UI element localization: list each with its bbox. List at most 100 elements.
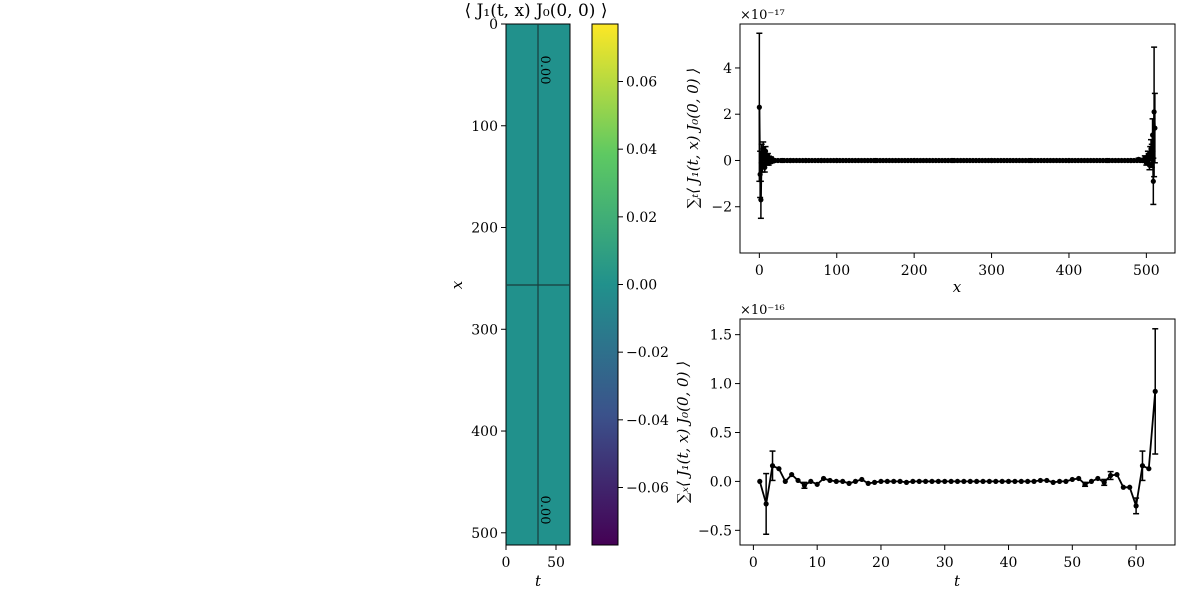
data-point <box>1005 478 1012 485</box>
heatmap-y-tick-label: 400 <box>471 424 498 440</box>
colorbar-tick-label: 0.00 <box>626 278 657 294</box>
data-point <box>1107 472 1114 479</box>
data-point <box>1101 479 1107 485</box>
data-point <box>795 477 801 484</box>
data-point <box>808 478 814 485</box>
heatmap-title: ⟨ J₁(t, x) J₀(0, 0) ⟩ <box>465 1 608 21</box>
data-point <box>763 501 769 507</box>
data-point <box>859 476 865 483</box>
data-point <box>916 478 922 485</box>
data-point <box>852 478 859 485</box>
data-point <box>1152 388 1158 394</box>
colorbar-tick-label: 0.06 <box>626 75 657 91</box>
sum-t-x-label: x <box>953 278 962 296</box>
data-point <box>986 478 992 485</box>
data-point <box>1044 477 1050 484</box>
heatmap-y-tick-label: 0 <box>489 17 498 33</box>
data-point <box>814 481 820 487</box>
data-point <box>1143 157 1149 164</box>
data-point <box>1139 463 1146 469</box>
data-point <box>1069 476 1075 483</box>
heatmap-y-label: x <box>448 280 466 289</box>
data-point <box>769 463 776 469</box>
data-point <box>923 478 929 485</box>
data-point <box>1050 479 1056 485</box>
y-tick-label: 1.5 <box>710 328 732 344</box>
data-point <box>1120 484 1126 490</box>
sum-x-panel: ×10⁻¹⁶ 0 10 20 30 40 50 60 −0.5 0.0 0.5 1.0 1.5 ∑ₓ⟨… <box>674 303 1176 590</box>
data-point <box>1088 478 1095 485</box>
data-point <box>891 478 897 485</box>
x-tick-label: 10 <box>808 555 826 571</box>
data-point <box>974 478 980 485</box>
colorbar: −0.06 −0.04 −0.02 0.00 0.02 0.04 0.06 <box>591 23 669 546</box>
sum-t-ticks: 0 100 200 300 400 500 −2 0 2 4 <box>711 61 1159 279</box>
data-point <box>1114 471 1120 478</box>
x-tick-label: 30 <box>936 555 954 571</box>
data-point <box>757 171 763 177</box>
sum-x-y-label: ∑ₓ⟨ J₁(t, x) J₀(0, 0) ⟩ <box>674 361 692 503</box>
sum-x-offset-label: ×10⁻¹⁶ <box>740 303 785 318</box>
data-point <box>756 104 762 110</box>
data-point <box>827 477 833 484</box>
data-point <box>948 478 954 485</box>
data-point <box>1146 162 1153 168</box>
y-tick-label: −2 <box>711 200 732 216</box>
data-point <box>1012 478 1018 485</box>
data-point <box>929 478 935 485</box>
data-point <box>1148 146 1154 152</box>
colorbar-gradient <box>591 23 619 546</box>
colorbar-tick-label: −0.06 <box>626 480 669 496</box>
data-point <box>1127 484 1133 490</box>
data-point <box>833 478 839 485</box>
heatmap-y-tick-label: 200 <box>471 221 498 237</box>
data-point <box>1152 125 1158 131</box>
data-point <box>897 478 903 485</box>
colorbar-tick-label: −0.02 <box>626 345 669 361</box>
data-point <box>865 480 871 486</box>
y-tick-label: 4 <box>723 61 732 77</box>
y-tick-label: 0.0 <box>710 474 732 490</box>
data-point <box>1025 478 1031 485</box>
data-point <box>1150 178 1156 184</box>
data-point <box>789 471 795 478</box>
heatmap-y-tick-label: 300 <box>471 322 498 338</box>
heatmap-x-tick-label: 50 <box>547 555 565 571</box>
data-point <box>1133 503 1139 509</box>
data-point <box>961 478 967 485</box>
data-point <box>840 478 846 485</box>
sum-x-series <box>757 328 1159 535</box>
y-tick-label: 1.0 <box>710 377 732 393</box>
data-point <box>762 164 768 171</box>
heatmap-y-ticks: 0 100 200 300 400 500 <box>471 17 506 542</box>
data-point <box>1151 109 1157 115</box>
data-point <box>967 478 973 485</box>
data-point <box>1149 132 1156 138</box>
x-tick-label: 60 <box>1127 555 1145 571</box>
colorbar-tick-label: 0.02 <box>626 210 657 226</box>
x-tick-label: 20 <box>872 555 890 571</box>
heatmap-x-label: t <box>535 572 542 590</box>
data-point <box>935 478 941 485</box>
data-point <box>993 478 999 485</box>
heatmap-x-ticks: 0 50 <box>502 545 565 571</box>
heatmap-y-tick-label: 500 <box>471 526 498 542</box>
data-point <box>1056 478 1063 485</box>
sum-t-offset-label: ×10⁻¹⁷ <box>740 8 785 23</box>
x-tick-label: 0 <box>749 555 758 571</box>
data-point <box>910 478 916 485</box>
x-tick-label: 0 <box>755 263 764 279</box>
data-point <box>782 478 788 485</box>
x-tick-label: 40 <box>1000 555 1018 571</box>
data-point <box>776 466 782 472</box>
data-point <box>820 475 827 482</box>
data-point <box>762 148 769 154</box>
x-tick-label: 50 <box>1063 555 1081 571</box>
y-tick-label: −0.5 <box>698 523 732 539</box>
x-tick-label: 300 <box>978 263 1005 279</box>
data-point <box>1031 478 1037 485</box>
data-point <box>1063 478 1069 485</box>
data-point <box>846 480 852 486</box>
data-point <box>757 478 763 485</box>
